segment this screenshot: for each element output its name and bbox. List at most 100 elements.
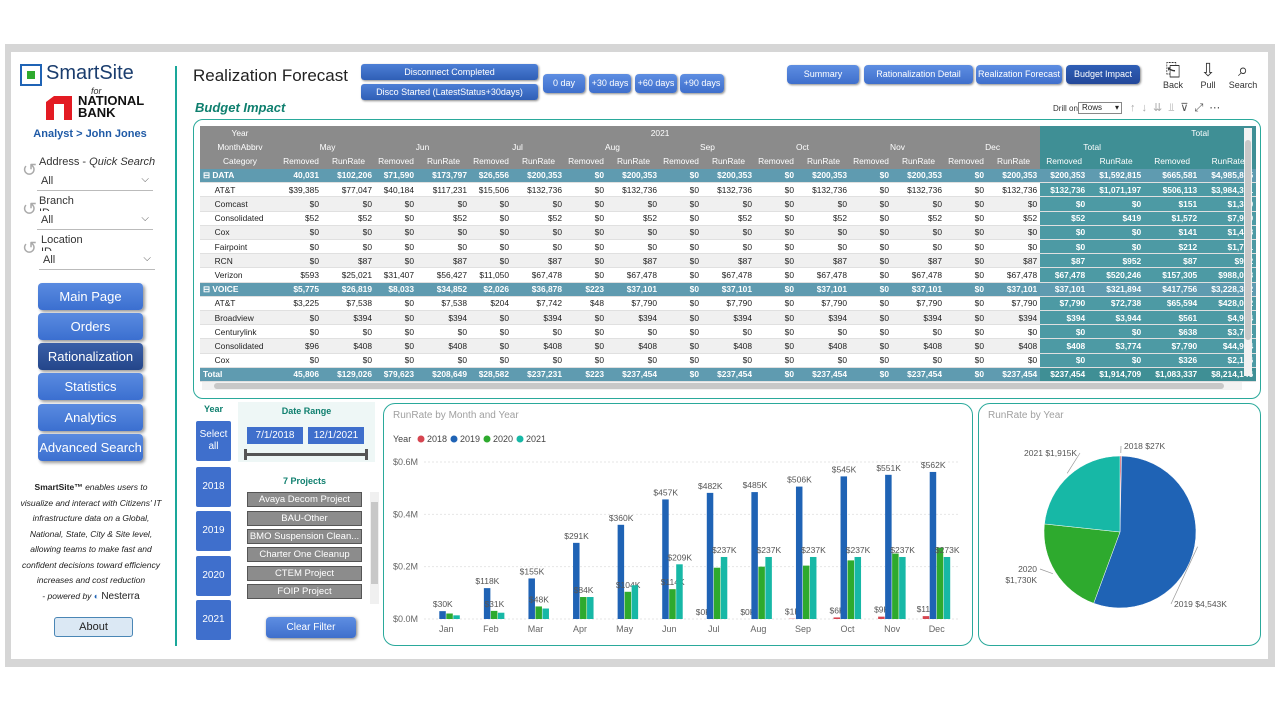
about-button[interactable]: About: [54, 617, 133, 637]
projects-scrollbar[interactable]: [370, 492, 379, 604]
bar-2021[interactable]: [809, 556, 817, 619]
bar-2021[interactable]: [943, 556, 951, 619]
nav-main-page[interactable]: Main Page: [38, 283, 143, 310]
location-dropdown[interactable]: All ⌵: [39, 251, 155, 270]
legend-label[interactable]: 2021: [526, 434, 546, 444]
bar-2020[interactable]: [580, 597, 587, 619]
bar-2020[interactable]: [758, 566, 765, 619]
search-tool[interactable]: ⌕ Search: [1228, 60, 1258, 90]
back-tool[interactable]: ⎗ Back: [1160, 60, 1186, 90]
bar-2020[interactable]: [446, 613, 453, 619]
plus60-days-button[interactable]: +60 days: [635, 74, 677, 93]
expand-all-icon[interactable]: ⫫: [1168, 102, 1181, 114]
bar-2019[interactable]: [751, 492, 758, 619]
bar-2019[interactable]: [929, 471, 937, 619]
legend-label[interactable]: 2018: [427, 434, 447, 444]
nav-rationalization[interactable]: Rationalization: [38, 343, 143, 370]
project-item[interactable]: CTEM Project: [247, 566, 362, 581]
year-select-all[interactable]: Select all: [196, 421, 231, 461]
disconnect-completed-button[interactable]: Disconnect Completed: [361, 64, 538, 80]
reset-arrow-icon[interactable]: ↺: [22, 160, 38, 180]
bar-2018[interactable]: [878, 616, 885, 619]
date-range-handle-start[interactable]: [244, 449, 247, 460]
bar-2020[interactable]: [713, 567, 721, 619]
bar-2019[interactable]: [483, 588, 491, 619]
date-from-input[interactable]: 7/1/2018: [247, 427, 303, 444]
nav-analytics[interactable]: Analytics: [38, 404, 143, 431]
bar-2019[interactable]: [617, 524, 625, 619]
bar-2020[interactable]: [535, 606, 542, 619]
horizontal-scrollbar[interactable]: [202, 382, 1242, 390]
vertical-scrollbar[interactable]: [1244, 128, 1252, 376]
bar-2020[interactable]: [490, 610, 498, 619]
bar-2020[interactable]: [936, 547, 944, 619]
reset-arrow-icon[interactable]: ↺: [22, 238, 38, 258]
bar-2020[interactable]: [624, 591, 632, 619]
reset-arrow-icon[interactable]: ↺: [22, 199, 38, 219]
bar-2021[interactable]: [587, 597, 594, 619]
clear-filter-button[interactable]: Clear Filter: [266, 617, 356, 638]
pie-slice-2020[interactable]: [1043, 523, 1121, 604]
bar-2020[interactable]: [847, 560, 855, 619]
zero-day-button[interactable]: 0 day: [543, 74, 585, 93]
date-range-slicer[interactable]: Date Range 7/1/2018 12/1/2021: [238, 402, 375, 462]
bar-2021[interactable]: [497, 612, 505, 619]
bar-2019[interactable]: [840, 476, 848, 619]
bar-2019[interactable]: [573, 542, 580, 619]
bar-2019[interactable]: [439, 611, 446, 619]
year-2021[interactable]: 2021: [196, 600, 231, 640]
budget-impact-matrix[interactable]: Year 2021 Total MonthAbbrv May Jun Jul Aug Sep Oc…: [193, 119, 1261, 399]
nav-advanced-search[interactable]: Advanced Search: [38, 434, 143, 461]
date-range-handle-end[interactable]: [365, 449, 368, 460]
bar-2018[interactable]: [833, 617, 841, 619]
disco-started-button[interactable]: Disco Started (LatestStatus+30days): [361, 84, 538, 100]
more-options-icon[interactable]: ⋯: [1209, 102, 1227, 114]
project-item[interactable]: Avaya Decom Project: [247, 492, 362, 507]
pie-slice-2021[interactable]: [1044, 455, 1121, 533]
drill-tools[interactable]: ↑↓⇊⫫⊽⤢⋯: [1130, 101, 1226, 115]
bar-2019[interactable]: [662, 499, 669, 619]
nav-statistics[interactable]: Statistics: [38, 373, 143, 400]
year-2020[interactable]: 2020: [196, 556, 231, 596]
date-range-track[interactable]: [246, 453, 367, 456]
bar-2021[interactable]: [765, 556, 772, 619]
bar-2021[interactable]: [453, 615, 460, 619]
nav-orders[interactable]: Orders: [38, 313, 143, 340]
plus30-days-button[interactable]: +30 days: [589, 74, 631, 93]
tab-summary[interactable]: Summary: [787, 65, 859, 84]
plus90-days-button[interactable]: +90 days: [680, 74, 724, 93]
expand-level-icon[interactable]: ⇊: [1153, 102, 1169, 114]
year-2019[interactable]: 2019: [196, 511, 231, 551]
bar-2021[interactable]: [720, 556, 728, 619]
bar-2021[interactable]: [899, 556, 906, 619]
drill-on-select[interactable]: Rows ▾: [1078, 102, 1122, 114]
bar-2019[interactable]: [706, 492, 714, 619]
focus-mode-icon[interactable]: ⤢: [1194, 102, 1210, 114]
date-to-input[interactable]: 12/1/2021: [308, 427, 364, 444]
runrate-by-month-chart[interactable]: RunRate by Month and Year Year 2018 2019 20…: [383, 403, 973, 646]
bar-2019[interactable]: [795, 486, 803, 619]
pull-tool[interactable]: ⇩ Pull: [1195, 60, 1221, 90]
tab-budget-impact[interactable]: Budget Impact: [1066, 65, 1140, 84]
legend-label[interactable]: 2019: [460, 434, 480, 444]
bar-2018[interactable]: [922, 616, 930, 619]
drill-up-icon[interactable]: ↑: [1130, 102, 1142, 114]
project-item[interactable]: Charter One Cleanup: [247, 547, 362, 562]
address-dropdown[interactable]: All ⌵: [37, 172, 153, 191]
bar-2020[interactable]: [669, 589, 676, 619]
year-2018[interactable]: 2018: [196, 467, 231, 507]
bar-2020[interactable]: [892, 553, 899, 619]
bar-2020[interactable]: [802, 565, 810, 619]
filter-icon[interactable]: ⊽: [1180, 102, 1195, 114]
bar-2021[interactable]: [631, 585, 639, 619]
pie-slice-2019[interactable]: [1093, 455, 1197, 609]
bar-2019[interactable]: [885, 474, 892, 619]
tab-rationalization-detail[interactable]: Rationalization Detail: [864, 65, 973, 84]
project-item[interactable]: BAU-Other: [247, 511, 362, 526]
bar-2019[interactable]: [528, 578, 535, 619]
bar-2021[interactable]: [542, 608, 549, 619]
runrate-by-year-chart[interactable]: RunRate by Year 2018 $27K 2019 $4,543K 202…: [978, 403, 1261, 646]
legend-label[interactable]: 2020: [493, 434, 513, 444]
bar-2021[interactable]: [676, 564, 683, 619]
project-item[interactable]: FOIP Project: [247, 584, 362, 599]
